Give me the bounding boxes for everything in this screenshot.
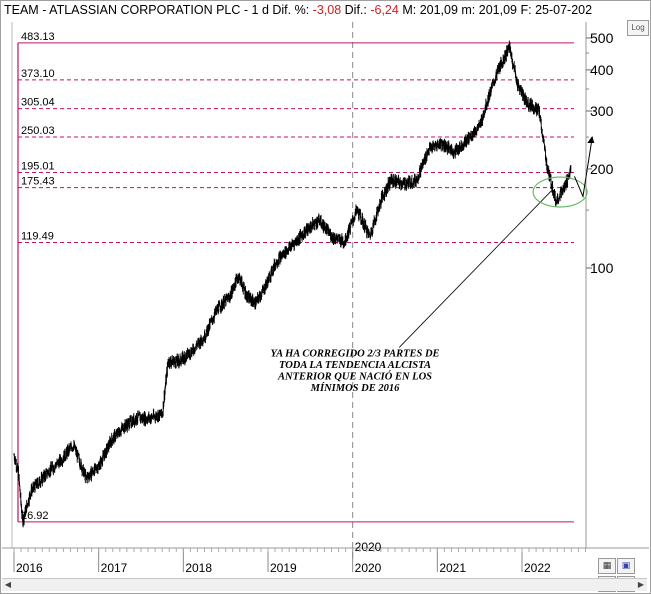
- x-tick-label: 2019: [270, 561, 297, 575]
- annotation-line: ANTERIOR QUE NACIÓ EN LOS: [277, 371, 432, 383]
- y-tick-label: 300: [590, 103, 614, 119]
- level-label: 119.49: [21, 231, 54, 243]
- projection-path: [574, 136, 593, 199]
- symbol: TEAM: [4, 3, 39, 17]
- x-tick-label: 2018: [185, 561, 212, 575]
- max-label: M:: [398, 3, 420, 17]
- x-tick-label: 2022: [524, 561, 551, 575]
- level-label: 250.03: [21, 125, 55, 137]
- dif-value: -6,24: [370, 3, 399, 17]
- scroll-left-icon[interactable]: ◀: [4, 580, 12, 589]
- date-value: 25-07-202: [535, 3, 593, 17]
- annotation-arrow: [398, 190, 552, 348]
- save-icon[interactable]: ▣: [617, 558, 635, 574]
- date-label: F:: [517, 3, 536, 17]
- header-separator: -: [240, 3, 252, 17]
- y-tick-label: 400: [590, 62, 614, 78]
- min-label: m:: [457, 3, 479, 17]
- x-tick-label: 2016: [16, 561, 43, 575]
- y-tick-label: 500: [590, 30, 614, 46]
- x-tick-label: 2021: [439, 561, 466, 575]
- annotation-line: YA HA CORREGIDO 2/3 PARTES DE: [270, 349, 439, 360]
- palette-icon[interactable]: ▦: [598, 558, 616, 574]
- log-scale-button[interactable]: Log: [627, 20, 649, 36]
- annotation-line: MÍNIMOS DE 2016: [310, 382, 400, 394]
- annotation-line: TODA LA TENDENCIA ALCISTA: [279, 360, 431, 371]
- level-label: 483.13: [21, 31, 55, 43]
- level-label: 175.43: [21, 176, 55, 188]
- scroll-right-icon[interactable]: ▶: [637, 580, 645, 589]
- dif-label: Dif.:: [341, 3, 371, 17]
- period: 1 d: [251, 3, 269, 17]
- dif-pct-value: -3,08: [312, 3, 342, 17]
- x-tick-label: 2017: [101, 561, 128, 575]
- y-tick-label: 200: [590, 161, 614, 177]
- year-marker-label: 2020: [355, 540, 382, 554]
- instrument-name: ATLASSIAN CORPORATION PLC: [49, 3, 241, 17]
- y-tick-label: 100: [590, 260, 614, 276]
- highlight-ellipse: [532, 176, 588, 208]
- min-value: 201,09: [478, 3, 517, 17]
- horizontal-scrollbar[interactable]: ◀ ▶: [2, 578, 647, 591]
- x-tick-label: 2020: [355, 561, 382, 575]
- max-value: 201,09: [419, 3, 458, 17]
- dif-pct-label: Dif. %:: [268, 3, 313, 17]
- projection-arrowhead: [587, 136, 595, 144]
- level-label: 305.04: [21, 97, 55, 109]
- level-label: 373.10: [21, 68, 55, 80]
- level-label: 16.92: [21, 510, 49, 522]
- chart-toolbar: ▦▣⊳⇥: [598, 558, 651, 592]
- chart-header: TEAM - ATLASSIAN CORPORATION PLC - 1 d D…: [4, 3, 604, 19]
- header-separator: -: [38, 3, 50, 17]
- level-label: 195.01: [21, 161, 55, 173]
